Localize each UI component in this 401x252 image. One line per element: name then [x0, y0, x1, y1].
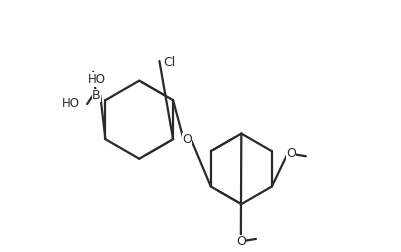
- Text: O: O: [235, 235, 245, 248]
- Text: B: B: [92, 89, 101, 102]
- Text: HO: HO: [88, 73, 106, 86]
- Text: O: O: [182, 133, 192, 146]
- Text: HO: HO: [61, 97, 79, 110]
- Text: O: O: [285, 147, 295, 160]
- Text: Cl: Cl: [163, 56, 175, 70]
